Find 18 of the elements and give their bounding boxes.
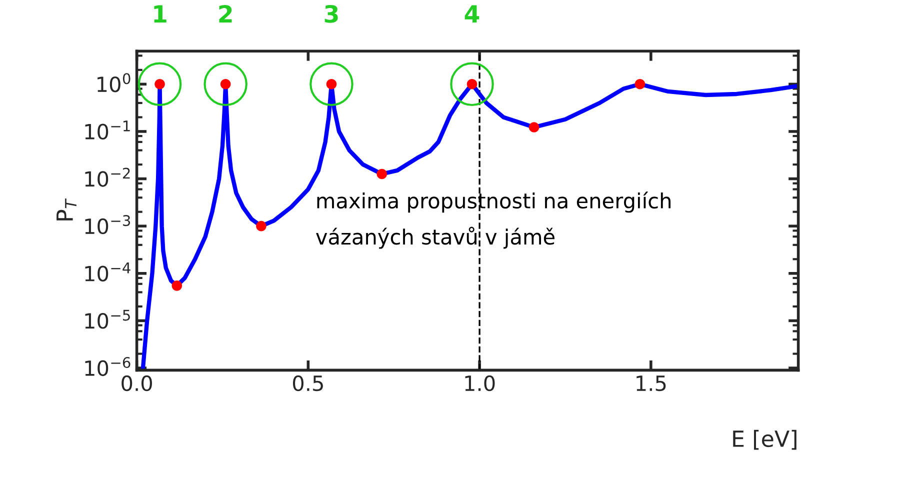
y-tick-label: 10$^{−4}$ bbox=[85, 262, 130, 282]
annotation: maxima propustnosti na energiích vázaných stavů v jámě bbox=[316, 192, 670, 249]
y-tick-label: 10$^{−2}$ bbox=[85, 168, 130, 187]
y-tick-label: 10$^{−6}$ bbox=[85, 356, 130, 376]
y-tick-label: 10$^{−3}$ bbox=[85, 215, 130, 234]
x-tick-label: 0.0 bbox=[122, 375, 152, 392]
x-tick-label: 1.5 bbox=[636, 376, 666, 392]
text: 2 bbox=[219, 4, 232, 23]
x-axis-title: E [eV] bbox=[733, 430, 796, 450]
text: 1 bbox=[154, 5, 166, 23]
text: 4 bbox=[464, 5, 480, 23]
x-tick-label: 1.0 bbox=[465, 375, 495, 392]
y-tick-label: 10$^{0}$ bbox=[98, 73, 130, 92]
x-tick-label: 0.5 bbox=[292, 375, 323, 392]
y-tick-label: 10$^{−1}$ bbox=[85, 120, 130, 140]
y-axis-title: P$_{T}$ bbox=[56, 198, 76, 220]
y-tick-label: 10$^{−5}$ bbox=[85, 310, 130, 329]
text: 3 bbox=[324, 4, 338, 23]
